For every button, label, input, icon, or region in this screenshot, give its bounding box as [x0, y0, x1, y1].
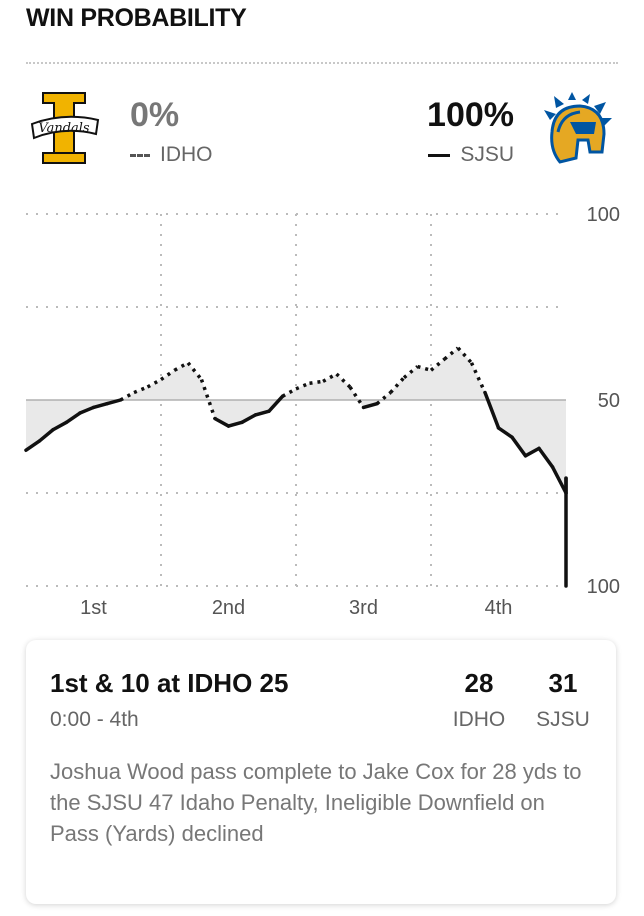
idaho-line-segment	[199, 378, 217, 420]
dotted-line-swatch	[130, 153, 150, 157]
sjsu-line-segment	[537, 446, 555, 469]
away-score: 28	[464, 668, 494, 698]
sjsu-line-segment	[91, 401, 109, 410]
sjsu-line-segment	[496, 426, 514, 439]
quarter-label: 4th	[485, 597, 513, 619]
quarter-label: 2nd	[212, 597, 245, 619]
idaho-line-segment	[469, 362, 487, 394]
home-score: 31	[548, 668, 578, 698]
sjsu-line-segment	[510, 435, 528, 458]
y-tick-label: 100	[587, 204, 620, 226]
vandals-logo-icon: Vandals	[28, 90, 100, 168]
idaho-line-segment	[335, 372, 352, 389]
sjsu-line-segment	[213, 416, 231, 428]
home-team-abbr: SJSU	[460, 143, 514, 166]
sjsu-line-segment	[78, 405, 96, 415]
sjsu-line-segment	[483, 390, 501, 430]
probability-area-fill	[26, 347, 566, 586]
home-legend: SJSU	[428, 143, 514, 167]
sjsu-line-segment	[267, 394, 285, 413]
quarter-label: 3rd	[349, 597, 378, 619]
idaho-line-segment	[186, 361, 203, 381]
y-tick-label: 100	[587, 576, 620, 598]
sjsu-line-segment	[24, 439, 42, 452]
sjsu-line-segment	[226, 420, 244, 428]
idaho-line-segment	[173, 361, 189, 372]
idaho-line-segment	[281, 387, 297, 398]
sjsu-line-segment	[361, 401, 379, 410]
vandals-wordmark: Vandals	[38, 121, 90, 136]
sjsu-line-segment	[105, 398, 123, 406]
spartan-helmet-logo-icon	[540, 92, 614, 170]
idaho-line-segment	[375, 391, 392, 406]
idaho-line-segment	[295, 381, 311, 391]
idaho-line-segment	[309, 379, 324, 385]
play-description: Joshua Wood pass complete to Jake Cox fo…	[50, 759, 582, 846]
idaho-line-segment	[429, 357, 446, 372]
idaho-line-segment	[443, 346, 460, 361]
y-tick-label: 50	[598, 390, 620, 412]
idaho-line-segment	[456, 346, 473, 364]
idaho-line-segment	[389, 376, 406, 394]
quarter-label: 1st	[80, 597, 107, 619]
sjsu-line-segment	[64, 411, 82, 425]
sjsu-line-segment	[550, 465, 568, 495]
down-and-distance: 1st & 10 at IDHO 25	[50, 668, 289, 698]
win-probability-chart: 100 50 100 1st 2nd 3rd 4th	[24, 204, 620, 619]
solid-line-swatch	[428, 153, 451, 157]
idaho-line-segment	[322, 372, 338, 383]
away-team-abbr: IDHO	[160, 143, 213, 166]
idaho-line-segment	[402, 365, 419, 380]
sjsu-line-segment	[253, 409, 271, 417]
title-divider	[26, 62, 618, 64]
idaho-line-segment	[133, 385, 149, 395]
idaho-line-segment	[146, 378, 162, 389]
sjsu-line-segment	[37, 428, 55, 443]
play-card: 1st & 10 at IDHO 25 0:00 - 4th 28 31 IDH…	[26, 640, 616, 904]
idaho-line-segment	[417, 364, 432, 372]
sjsu-line-segment	[51, 420, 69, 432]
idaho-line-segment	[160, 368, 176, 381]
home-win-probability: 100%	[427, 96, 514, 134]
idaho-line-segment	[119, 391, 135, 402]
away-legend: IDHO	[130, 143, 213, 167]
page-title: WIN PROBABILITY	[26, 4, 247, 32]
game-clock: 0:00 - 4th	[50, 708, 139, 731]
sjsu-line-segment	[523, 446, 541, 458]
sjsu-line-segment	[240, 413, 258, 425]
away-score-label: IDHO	[452, 708, 506, 731]
home-score-label: SJSU	[536, 708, 590, 731]
away-win-probability: 0%	[130, 96, 180, 134]
